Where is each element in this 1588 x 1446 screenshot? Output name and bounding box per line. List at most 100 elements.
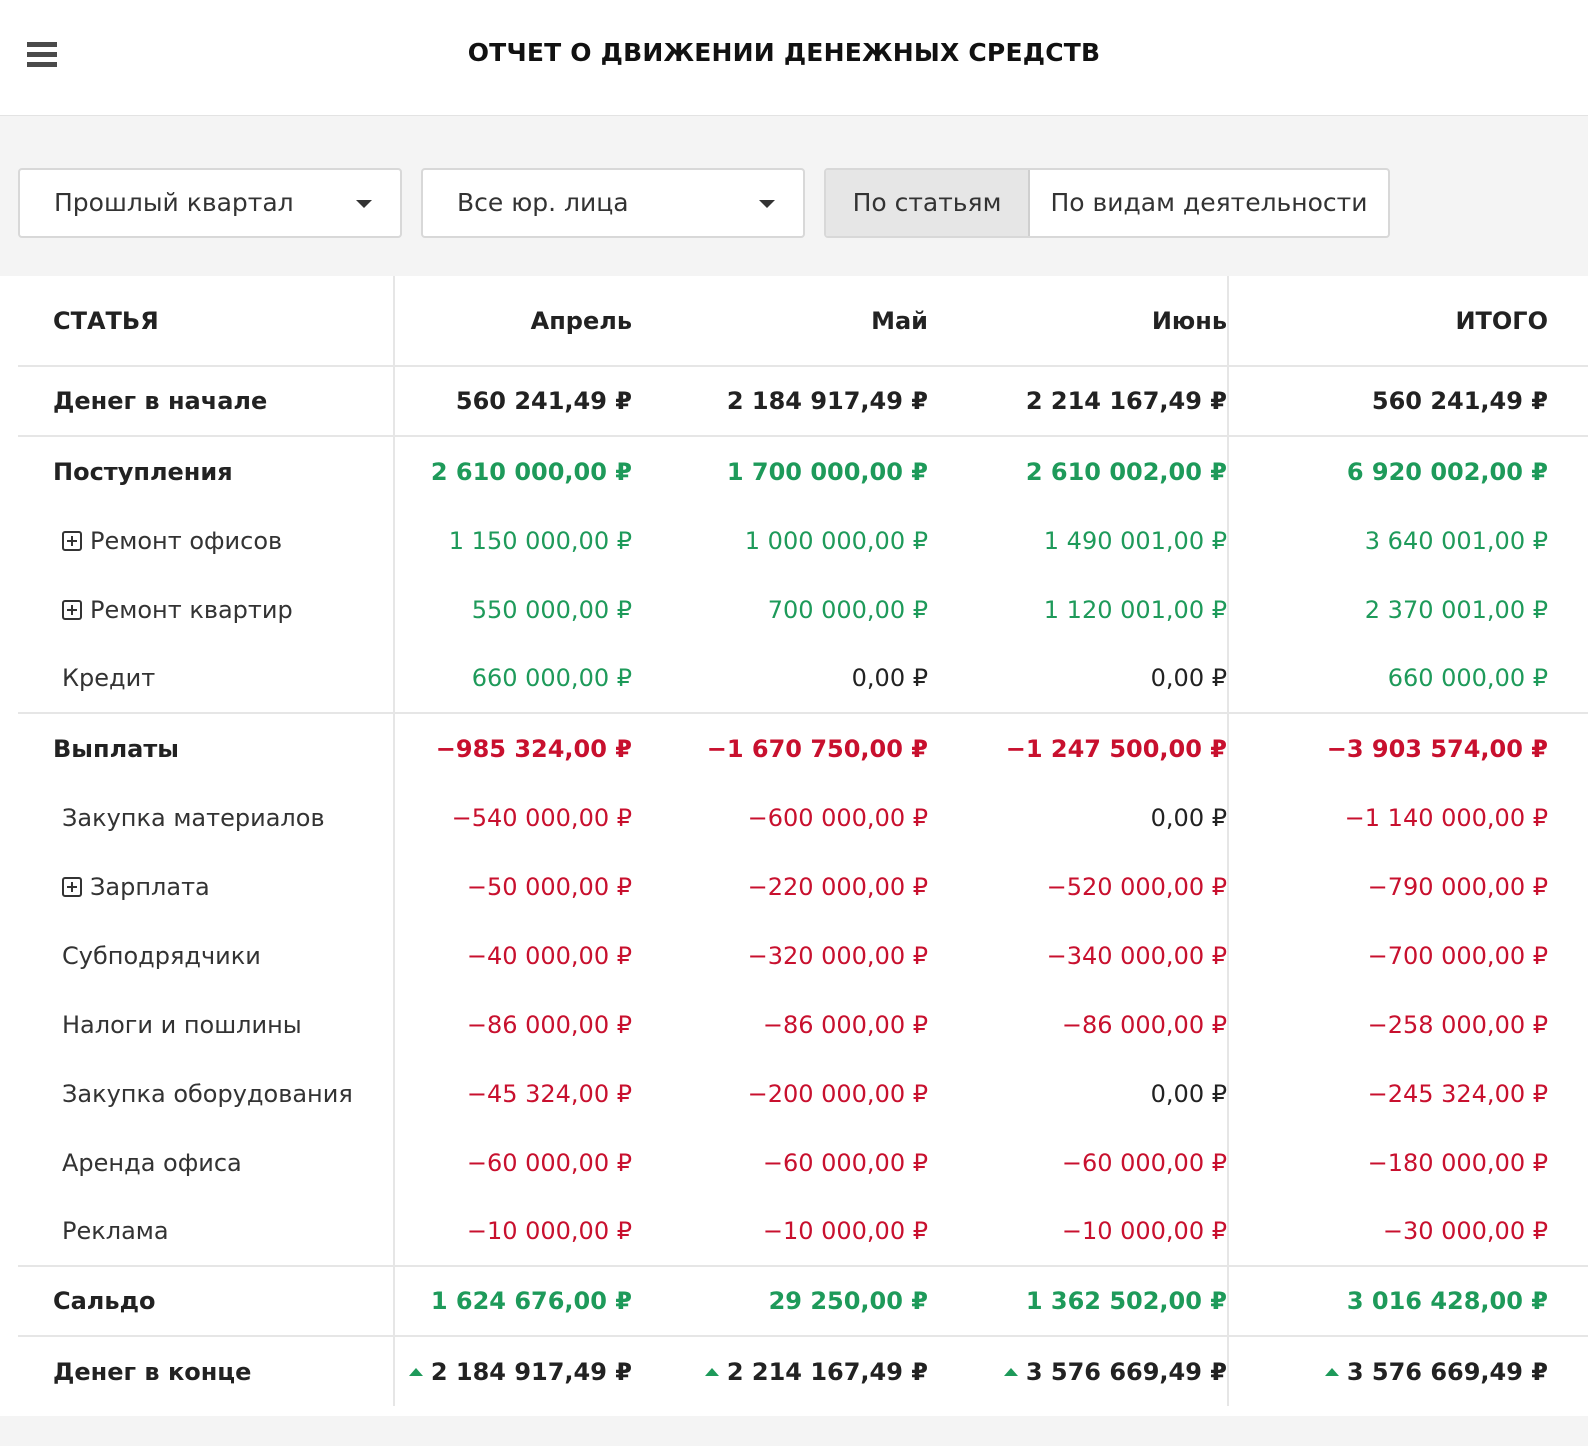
triangle-up-icon (1324, 1367, 1339, 1376)
row-label: Ремонт квартир (90, 595, 293, 624)
cell-april: −86 000,00 ₽ (466, 1010, 632, 1039)
cell-total: −3 903 574,00 ₽ (1227, 713, 1588, 783)
cell-april: 2 610 000,00 ₽ (430, 457, 632, 486)
table-row: Кредит 660 000,00 ₽ 0,00 ₽ 0,00 ₽ 660 00… (18, 644, 1588, 714)
cell-april: −60 000,00 ₽ (466, 1148, 632, 1177)
row-label: Выплаты (18, 713, 395, 783)
cell-june: 0,00 ₽ (1150, 803, 1227, 832)
cell-may: 0,00 ₽ (632, 644, 928, 714)
triangle-up-icon (1003, 1367, 1018, 1376)
cell-april: −10 000,00 ₽ (394, 1197, 632, 1267)
expand-plus-icon[interactable] (62, 876, 82, 897)
cell-total-value: 3 576 669,49 ₽ (1346, 1357, 1548, 1386)
cell-total: −30 000,00 ₽ (1227, 1197, 1588, 1267)
cell-may: 700 000,00 ₽ (767, 595, 928, 624)
row-label: Закупка оборудования (18, 1059, 395, 1128)
cell-june-value: 3 576 669,49 ₽ (1025, 1357, 1227, 1386)
cell-total: −258 000,00 ₽ (1227, 990, 1588, 1059)
table-header-row: СТАТЬЯ Апрель Май Июнь ИТОГО (18, 276, 1588, 367)
table-row: Закупка оборудования −45 324,00 ₽ −200 0… (18, 1059, 1588, 1128)
table-row: Аренда офиса −60 000,00 ₽ −60 000,00 ₽ −… (18, 1128, 1588, 1197)
cell-june: 0,00 ₽ (928, 644, 1228, 714)
app-header: ОТЧЕТ О ДВИЖЕНИИ ДЕНЕЖНЫХ СРЕДСТВ (0, 0, 1588, 116)
cell-june: −10 000,00 ₽ (928, 1197, 1228, 1267)
column-header-june[interactable]: Июнь (928, 276, 1228, 367)
cell-june: 2 610 002,00 ₽ (1025, 457, 1227, 486)
column-header-total[interactable]: ИТОГО (1227, 276, 1588, 367)
period-select-value: Прошлый квартал (54, 188, 294, 217)
expand-plus-icon[interactable] (62, 530, 82, 551)
table-row: Сальдо 1 624 676,00 ₽ 29 250,00 ₽ 1 362 … (18, 1266, 1588, 1337)
cell-total: −180 000,00 ₽ (1227, 1128, 1588, 1197)
cell-total: −245 324,00 ₽ (1227, 1059, 1588, 1128)
table-row: Зарплата −50 000,00 ₽ −220 000,00 ₽ −520… (18, 852, 1588, 921)
filters-bar: Прошлый квартал Все юр. лица По статьям … (0, 116, 1588, 276)
cell-may: −220 000,00 ₽ (747, 872, 928, 901)
cell-april: 2 184 917,49 ₽ (394, 1336, 632, 1406)
column-header-may[interactable]: Май (632, 276, 928, 367)
cell-may: −1 670 750,00 ₽ (706, 734, 928, 763)
cell-june: −520 000,00 ₽ (1046, 872, 1227, 901)
hamburger-menu-icon[interactable] (27, 42, 57, 70)
row-label-cell: Ремонт квартир (18, 575, 395, 644)
cell-total: 560 241,49 ₽ (1227, 366, 1588, 437)
table-row: Ремонт квартир 550 000,00 ₽ 700 000,00 ₽… (18, 575, 1588, 644)
cell-may: 2 214 167,49 ₽ (632, 1336, 928, 1406)
cell-may: 1 000 000,00 ₽ (744, 526, 928, 555)
row-label: Денег в начале (18, 366, 395, 437)
cell-may: −200 000,00 ₽ (747, 1079, 928, 1108)
cell-total: −700 000,00 ₽ (1227, 921, 1588, 990)
cell-total: 6 920 002,00 ₽ (1227, 436, 1588, 506)
cashflow-table-container: СТАТЬЯ Апрель Май Июнь ИТОГО Денег в нач… (0, 276, 1588, 1416)
cell-may: −10 000,00 ₽ (632, 1197, 928, 1267)
tab-by-articles[interactable]: По статьям (826, 170, 1030, 236)
table-row: Закупка материалов −540 000,00 ₽ −600 00… (18, 783, 1588, 852)
row-label: Субподрядчики (18, 921, 395, 990)
table-row: Выплаты −985 324,00 ₽ −1 670 750,00 ₽ −1… (18, 713, 1588, 783)
row-label: Зарплата (90, 872, 210, 901)
cell-total: 660 000,00 ₽ (1227, 644, 1588, 714)
cell-total: 3 016 428,00 ₽ (1227, 1266, 1588, 1337)
row-label: Поступления (18, 436, 395, 506)
tab-by-activity[interactable]: По видам деятельности (1050, 188, 1368, 217)
cell-may: 2 184 917,49 ₽ (632, 366, 928, 437)
triangle-up-icon (408, 1367, 423, 1376)
column-header-april[interactable]: Апрель (394, 276, 632, 367)
cell-june: 1 490 001,00 ₽ (1043, 526, 1227, 555)
row-label: Аренда офиса (18, 1128, 395, 1197)
row-label: Налоги и пошлины (18, 990, 395, 1059)
cell-april: −40 000,00 ₽ (466, 941, 632, 970)
cell-total: −790 000,00 ₽ (1227, 852, 1588, 921)
entity-select-value: Все юр. лица (457, 188, 629, 217)
cell-june: −86 000,00 ₽ (1061, 1010, 1227, 1039)
cell-may: −86 000,00 ₽ (762, 1010, 928, 1039)
cell-june: 0,00 ₽ (1150, 1079, 1227, 1108)
cell-april: 660 000,00 ₽ (394, 644, 632, 714)
cell-april: 560 241,49 ₽ (394, 366, 632, 437)
cell-may: −320 000,00 ₽ (747, 941, 928, 970)
cell-june: −340 000,00 ₽ (1046, 941, 1227, 970)
caret-down-icon (356, 200, 372, 208)
period-select[interactable]: Прошлый квартал (18, 168, 402, 238)
cell-april: 550 000,00 ₽ (471, 595, 632, 624)
row-label: Сальдо (18, 1266, 395, 1337)
table-row: Денег в конце 2 184 917,49 ₽ 2 214 167,4… (18, 1336, 1588, 1406)
cell-april: −50 000,00 ₽ (466, 872, 632, 901)
row-label: Закупка материалов (18, 783, 395, 852)
table-row: Реклама −10 000,00 ₽ −10 000,00 ₽ −10 00… (18, 1197, 1588, 1267)
table-row: Субподрядчики −40 000,00 ₽ −320 000,00 ₽… (18, 921, 1588, 990)
cell-june: 3 576 669,49 ₽ (928, 1336, 1228, 1406)
entity-select[interactable]: Все юр. лица (421, 168, 805, 238)
view-toggle: По статьям По видам деятельности (824, 168, 1390, 238)
column-header-article[interactable]: СТАТЬЯ (18, 276, 395, 367)
cell-total: −1 140 000,00 ₽ (1227, 783, 1588, 852)
row-label-cell: Ремонт офисов (18, 506, 395, 575)
expand-plus-icon[interactable] (62, 599, 82, 620)
row-label: Ремонт офисов (90, 526, 283, 555)
cell-june: 2 214 167,49 ₽ (928, 366, 1228, 437)
cell-may: 1 700 000,00 ₽ (726, 457, 928, 486)
cell-april: −540 000,00 ₽ (451, 803, 632, 832)
page-title: ОТЧЕТ О ДВИЖЕНИИ ДЕНЕЖНЫХ СРЕДСТВ (467, 38, 1101, 67)
cell-may: −600 000,00 ₽ (747, 803, 928, 832)
cell-april: 1 150 000,00 ₽ (448, 526, 632, 555)
